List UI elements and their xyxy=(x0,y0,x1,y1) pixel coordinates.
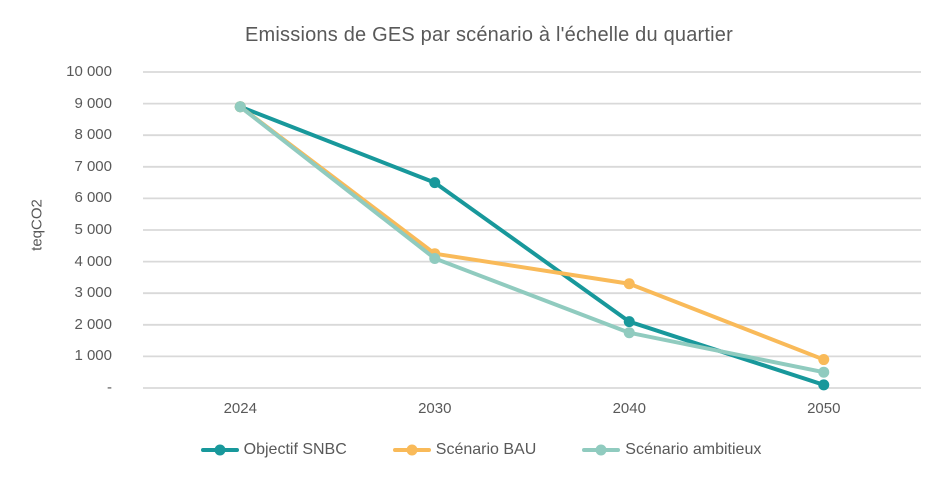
y-tick-label: 5 000 xyxy=(74,221,112,238)
series-line-objectif-snbc xyxy=(238,104,826,387)
data-point-scenario-ambitieux xyxy=(234,101,246,113)
y-tick-label: 7 000 xyxy=(74,157,112,175)
y-tick-label: 8 000 xyxy=(74,126,112,144)
y-tick-label: 3 000 xyxy=(74,284,112,302)
series-line-scenario-ambitieux xyxy=(238,104,826,375)
legend-label: Scénario BAU xyxy=(435,441,537,458)
y-tick-label: 10 000 xyxy=(66,63,112,80)
legend-item-scenario-bau: Scénario BAU xyxy=(392,441,537,459)
y-tick-label: 9 000 xyxy=(74,94,112,112)
data-point-scenario-bau xyxy=(818,354,830,366)
legend-marker-icon xyxy=(392,444,431,456)
data-point-objectif-snbc xyxy=(818,379,830,391)
legend: Objectif SNBC Scénario BAU Scénario ambiti… xyxy=(9,441,944,459)
x-tick-label: 2024 xyxy=(223,400,257,417)
x-tick-label: 2030 xyxy=(418,400,452,417)
data-point-scenario-bau xyxy=(623,278,635,290)
data-point-objectif-snbc xyxy=(623,316,635,328)
series-line-scenario-bau xyxy=(238,104,826,362)
y-tick-label: 4 000 xyxy=(74,252,112,270)
legend-marker-icon xyxy=(582,444,621,456)
y-tick-label: 6 000 xyxy=(74,189,112,207)
x-tick-label: 2040 xyxy=(612,400,646,417)
y-tick-label: 2 000 xyxy=(74,315,112,333)
chart-title: Emissions de GES par scénario à l'échell… xyxy=(245,24,733,46)
data-point-scenario-ambitieux xyxy=(818,366,830,378)
y-tick-label: 1 000 xyxy=(74,347,112,365)
legend-label: Objectif SNBC xyxy=(243,441,347,458)
data-point-scenario-ambitieux xyxy=(623,327,635,339)
x-tick-label: 2050 xyxy=(807,400,841,417)
legend-label: Scénario ambitieux xyxy=(625,441,762,458)
legend-marker-icon xyxy=(200,444,239,456)
legend-item-scenario-ambitieux: Scénario ambitieux xyxy=(582,441,761,459)
data-point-scenario-ambitieux xyxy=(429,252,441,264)
legend-item-objectif-snbc: Objectif SNBC xyxy=(200,441,347,459)
y-tick-label: - xyxy=(107,379,112,396)
data-point-objectif-snbc xyxy=(429,177,441,189)
